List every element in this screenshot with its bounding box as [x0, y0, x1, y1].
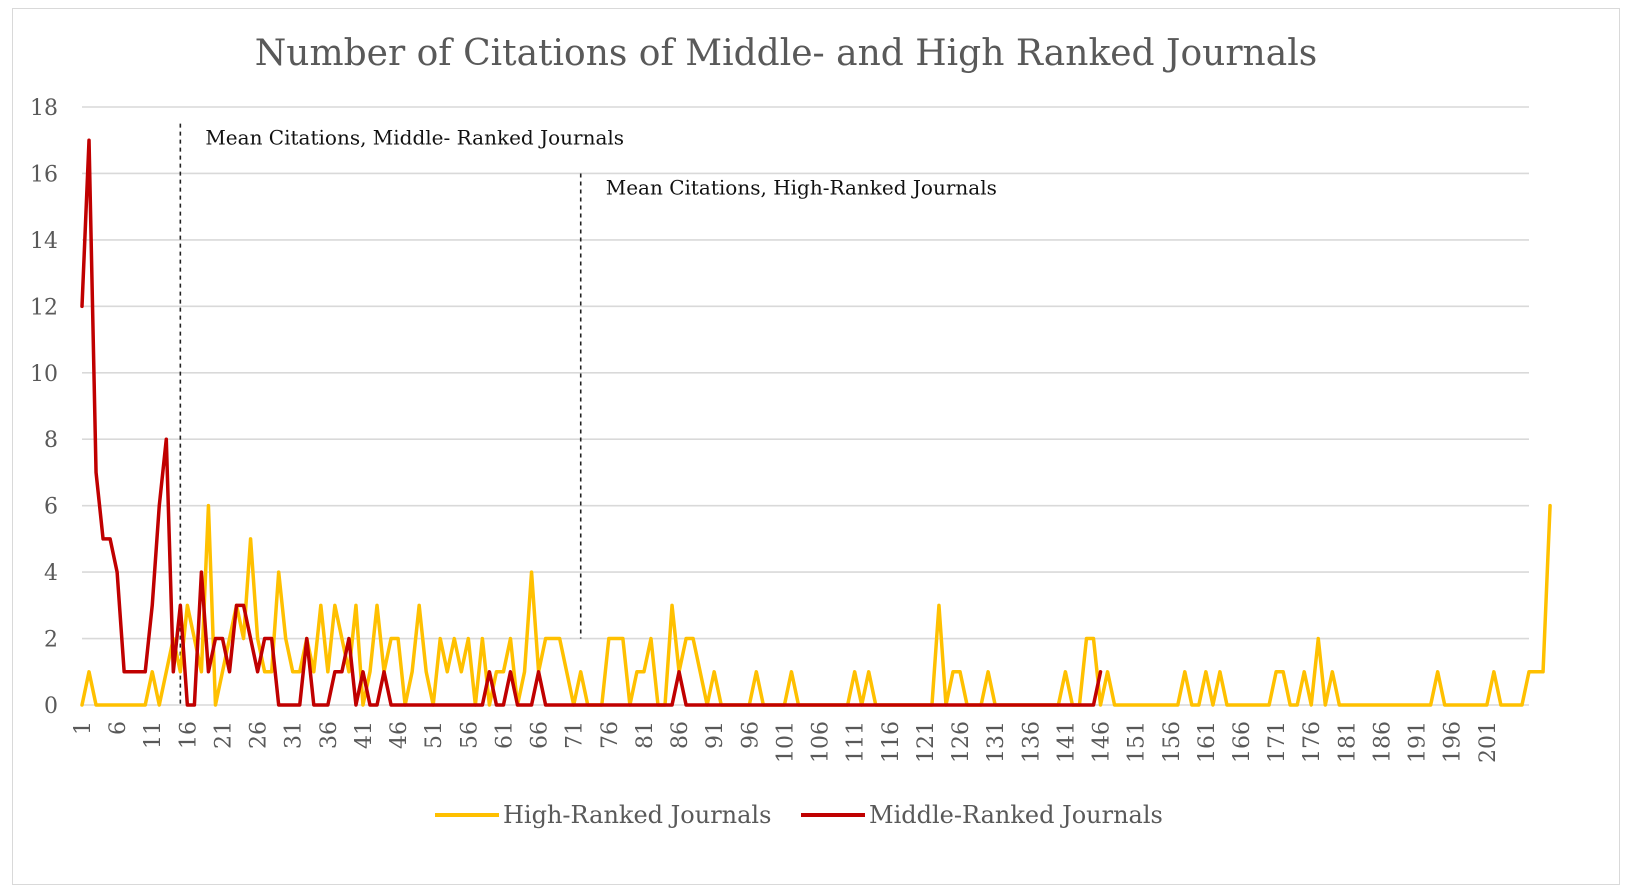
x-tick-label: 176	[1300, 721, 1325, 763]
y-tick-label: 18	[30, 96, 58, 121]
y-tick-label: 10	[30, 362, 58, 387]
y-axis-ticks: 0 2 4 6 8 10 12 14 16 18	[30, 96, 58, 719]
x-tick-label: 131	[984, 721, 1009, 763]
x-tick-label: 121	[914, 721, 939, 763]
x-tick-label: 136	[1019, 721, 1044, 763]
x-tick-label: 166	[1230, 721, 1255, 763]
x-tick-label: 36	[317, 721, 342, 749]
x-tick-label: 151	[1125, 721, 1150, 763]
x-tick-label: 1	[71, 721, 96, 735]
x-tick-label: 16	[176, 721, 201, 749]
chart-container: Number of Citations of Middle- and High …	[12, 8, 1620, 885]
x-tick-label: 56	[457, 721, 482, 749]
x-tick-label: 156	[1160, 721, 1185, 763]
x-tick-label: 196	[1441, 721, 1466, 763]
x-tick-label: 186	[1370, 721, 1395, 763]
y-tick-label: 14	[30, 229, 58, 254]
annotations: Mean Citations, Middle- Ranked Journals M…	[179, 123, 997, 705]
x-tick-label: 161	[1195, 721, 1220, 763]
legend-label: Middle-Ranked Journals	[869, 801, 1163, 829]
x-tick-label: 61	[492, 721, 517, 749]
x-tick-label: 66	[528, 721, 553, 749]
x-tick-label: 96	[738, 721, 763, 749]
y-tick-label: 16	[30, 162, 58, 187]
x-tick-label: 171	[1265, 721, 1290, 763]
x-tick-label: 71	[563, 721, 588, 749]
x-tick-label: 31	[282, 721, 307, 749]
x-tick-label: 11	[141, 721, 166, 749]
y-tick-label: 6	[44, 495, 58, 520]
x-tick-label: 111	[844, 721, 869, 763]
x-tick-label: 46	[387, 721, 412, 749]
x-tick-label: 106	[809, 721, 834, 763]
x-tick-label: 76	[598, 721, 623, 749]
x-tick-label: 86	[668, 721, 693, 749]
y-tick-label: 0	[44, 694, 58, 719]
y-tick-label: 12	[30, 295, 58, 320]
legend: High-Ranked Journals Middle-Ranked Journa…	[435, 801, 1163, 829]
y-tick-label: 8	[44, 428, 58, 453]
x-axis-ticks: 1 6 11 16 21 26 31 36 41 46 51 56 61 66 71 76 81 86 91 96 10…	[71, 721, 1501, 763]
x-tick-label: 201	[1476, 721, 1501, 763]
y-tick-label: 2	[44, 628, 58, 653]
x-tick-label: 91	[703, 721, 728, 749]
annotation-label: Mean Citations, Middle- Ranked Journals	[205, 126, 624, 150]
x-tick-label: 51	[422, 721, 447, 749]
x-tick-label: 141	[1054, 721, 1079, 763]
x-tick-label: 101	[773, 721, 798, 763]
x-tick-label: 146	[1090, 721, 1115, 763]
x-tick-label: 191	[1406, 721, 1431, 763]
x-tick-label: 21	[211, 721, 236, 749]
x-tick-label: 6	[106, 721, 131, 735]
annotation-label: Mean Citations, High-Ranked Journals	[606, 175, 997, 199]
y-tick-label: 4	[44, 561, 58, 586]
legend-label: High-Ranked Journals	[503, 801, 771, 829]
x-tick-label: 26	[247, 721, 272, 749]
chart-title: Number of Citations of Middle- and High …	[255, 33, 1317, 74]
x-tick-label: 126	[949, 721, 974, 763]
x-tick-label: 41	[352, 721, 377, 749]
line-chart: Number of Citations of Middle- and High …	[30, 33, 1552, 829]
x-tick-label: 181	[1335, 721, 1360, 763]
x-tick-label: 81	[633, 721, 658, 749]
series-line	[80, 138, 1103, 707]
x-tick-label: 116	[879, 721, 904, 763]
series-lines	[80, 138, 1552, 707]
